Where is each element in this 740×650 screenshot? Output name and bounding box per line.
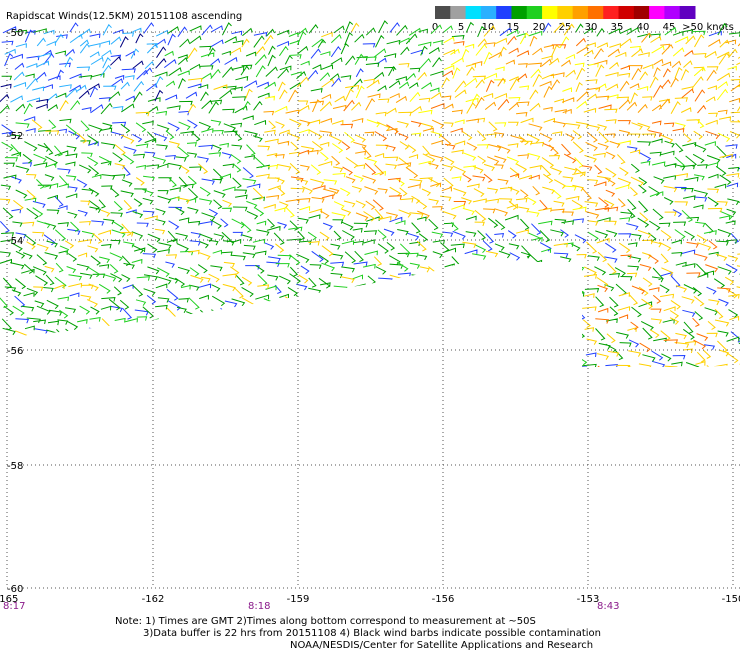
legend-label-35: 35 [611, 22, 624, 33]
wind-barbs [263, 32, 740, 221]
legend-swatch [480, 6, 497, 19]
legend-swatch [496, 6, 512, 19]
lat-label-56: -56 [7, 346, 23, 357]
legend-labels: 0 5 10 15 20 25 30 35 40 45 >50 knots [432, 22, 734, 33]
legend-label-40: 40 [637, 22, 650, 33]
legend-label-10: 10 [482, 22, 495, 33]
wind-barbs [264, 32, 740, 220]
legend-swatch [649, 6, 665, 19]
lat-label-60: -60 [7, 584, 23, 595]
time-label-1: 8:17 [3, 601, 25, 612]
no-data-region [0, 262, 740, 600]
legend-swatch [633, 6, 650, 19]
map-title: Rapidscat Winds(12.5KM) 20151108 ascendi… [6, 11, 242, 22]
legend-swatch [618, 6, 635, 19]
legend-label-30: 30 [585, 22, 598, 33]
note-line-2: 3)Data buffer is 22 hrs from 20151108 4)… [143, 628, 601, 639]
time-label-3: 8:43 [597, 601, 619, 612]
legend-swatch [587, 6, 604, 19]
legend-swatch [603, 6, 620, 19]
latitude-labels: -50 -52 -54 -56 -58 -60 [7, 28, 23, 595]
wind-barbs [4, 23, 169, 111]
legend-color-bar [435, 6, 696, 19]
legend-label-15: 15 [507, 22, 520, 33]
lon-label-153: -153 [577, 594, 600, 605]
legend-swatch [450, 6, 467, 19]
lat-label-58: -58 [7, 461, 23, 472]
legend-swatch [679, 6, 696, 19]
legend-swatch [511, 6, 528, 19]
legend-label-45: 45 [663, 22, 676, 33]
legend-swatch [664, 6, 681, 19]
lat-lon-grid [6, 31, 740, 589]
lat-label-50: -50 [7, 28, 23, 39]
wind-barbs [290, 35, 740, 378]
lon-label-165: -165 [0, 594, 18, 605]
legend-label-25: 25 [559, 22, 572, 33]
legend-swatch [465, 6, 482, 19]
lon-label-150: -150 [722, 594, 740, 605]
footnotes: Note: 1) Times are GMT 2)Times along bot… [115, 616, 601, 650]
note-line-1: Note: 1) Times are GMT 2)Times along bot… [115, 616, 536, 627]
lat-label-54: -54 [7, 236, 23, 247]
lon-label-159: -159 [287, 594, 310, 605]
legend-swatch [542, 6, 558, 19]
legend-label-50-knots: >50 knots [682, 22, 734, 33]
legend-swatch [435, 6, 451, 19]
longitude-labels: -165 -162 -159 -156 -153 -150 [0, 594, 740, 605]
legend-label-5: 5 [458, 22, 464, 33]
note-line-3: NOAA/NESDIS/Center for Satellite Applica… [290, 640, 593, 650]
legend-swatch [526, 6, 543, 19]
legend-label-20: 20 [533, 22, 546, 33]
lat-label-52: -52 [7, 131, 23, 142]
legend-swatch [572, 6, 589, 19]
wind-barbs [0, 33, 167, 109]
wind-barb-field [0, 20, 740, 378]
legend-swatch [557, 6, 574, 19]
legend-label-0: 0 [432, 22, 438, 33]
lon-label-162: -162 [142, 594, 165, 605]
time-label-2: 8:18 [248, 601, 270, 612]
lon-label-156: -156 [432, 594, 455, 605]
time-labels: 8:17 8:18 8:43 [3, 601, 619, 612]
